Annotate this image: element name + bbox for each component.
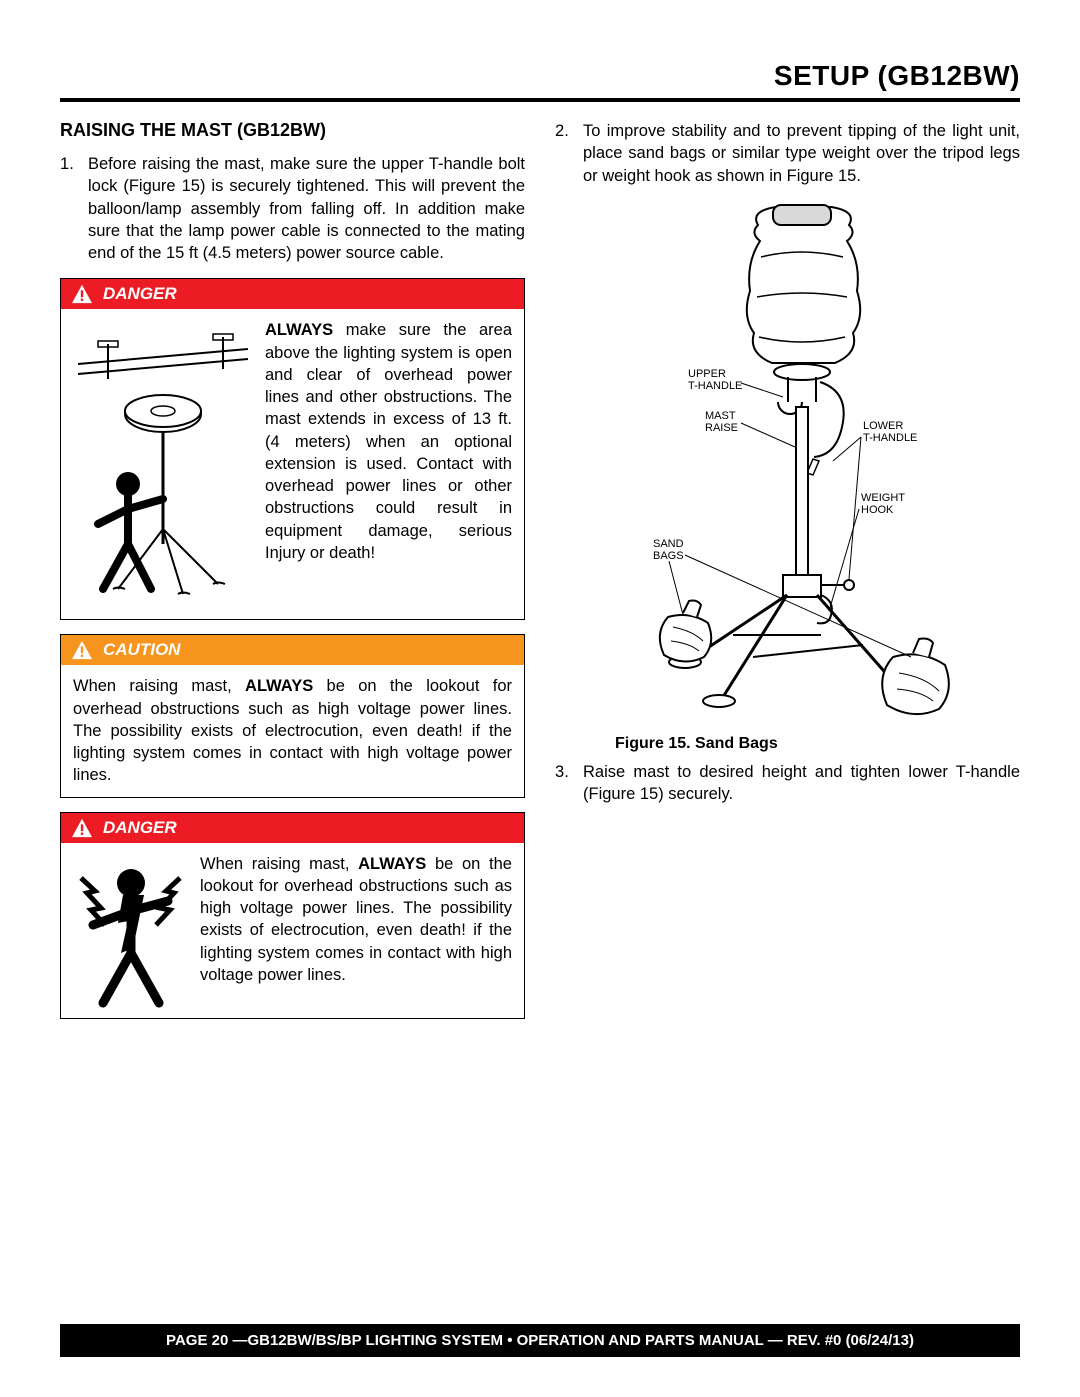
caution-text-b: ALWAYS (245, 677, 313, 695)
danger-box-1: DANGER (60, 278, 525, 620)
danger-label: DANGER (103, 284, 177, 304)
step-1: Before raising the mast, make sure the u… (60, 153, 525, 264)
danger-text-1: ALWAYS make sure the area above the ligh… (265, 319, 512, 564)
danger-header-2: DANGER (61, 813, 524, 843)
steps-right: To improve stability and to prevent tipp… (555, 120, 1020, 187)
danger2-text-c: be on the lookout for overhead obstructi… (200, 855, 512, 984)
section-title: RAISING THE MAST (GB12BW) (60, 120, 525, 141)
danger-box-2: DANGER When raising mast, ALWAYS be on t… (60, 812, 525, 1019)
warning-triangle-icon (71, 818, 93, 838)
danger2-text-b: ALWAYS (358, 855, 426, 873)
label-mast-raise: MASTRAISE (705, 410, 738, 434)
figure-15-diagram: UPPERT-HANDLE MASTRAISE LOWERT-HANDLE WE… (555, 197, 1020, 727)
steps-right-2: Raise mast to desired height and tighten… (555, 761, 1020, 806)
content-columns: RAISING THE MAST (GB12BW) Before raising… (60, 120, 1020, 1033)
page-header: SETUP (GB12BW) (60, 60, 1020, 102)
caution-text-a: When raising mast, (73, 677, 245, 695)
steps-left: Before raising the mast, make sure the u… (60, 153, 525, 264)
danger-body-2: When raising mast, ALWAYS be on the look… (61, 843, 524, 1018)
label-lower-t: LOWERT-HANDLE (863, 420, 917, 444)
right-column: To improve stability and to prevent tipp… (555, 120, 1020, 1033)
electrocution-icon (73, 853, 188, 1008)
danger2-text-a: When raising mast, (200, 855, 358, 873)
figure-caption: Figure 15. Sand Bags (615, 735, 1020, 753)
step-2: To improve stability and to prevent tipp… (555, 120, 1020, 187)
caution-header: CAUTION (61, 635, 524, 665)
mast-hazard-illustration (73, 319, 253, 609)
caution-body: When raising mast, ALWAYS be on the look… (61, 665, 524, 796)
step-3: Raise mast to desired height and tighten… (555, 761, 1020, 806)
warning-triangle-icon (71, 284, 93, 304)
caution-box: CAUTION When raising mast, ALWAYS be on … (60, 634, 525, 797)
danger-rest: make sure the area above the lighting sy… (265, 321, 512, 562)
page-footer: PAGE 20 —GB12BW/BS/BP LIGHTING SYSTEM • … (60, 1324, 1020, 1357)
label-weight-hook: WEIGHTHOOK (861, 492, 905, 516)
label-sand-bags: SANDBAGS (653, 538, 684, 562)
danger-always: ALWAYS (265, 321, 333, 339)
danger-label-2: DANGER (103, 818, 177, 838)
caution-label: CAUTION (103, 640, 180, 660)
label-upper-t: UPPERT-HANDLE (688, 368, 742, 392)
warning-triangle-icon (71, 640, 93, 660)
left-column: RAISING THE MAST (GB12BW) Before raising… (60, 120, 525, 1033)
caution-text: When raising mast, ALWAYS be on the look… (73, 675, 512, 786)
danger-body-1: ALWAYS make sure the area above the ligh… (61, 309, 524, 619)
danger-header: DANGER (61, 279, 524, 309)
danger-text-2: When raising mast, ALWAYS be on the look… (200, 853, 512, 987)
